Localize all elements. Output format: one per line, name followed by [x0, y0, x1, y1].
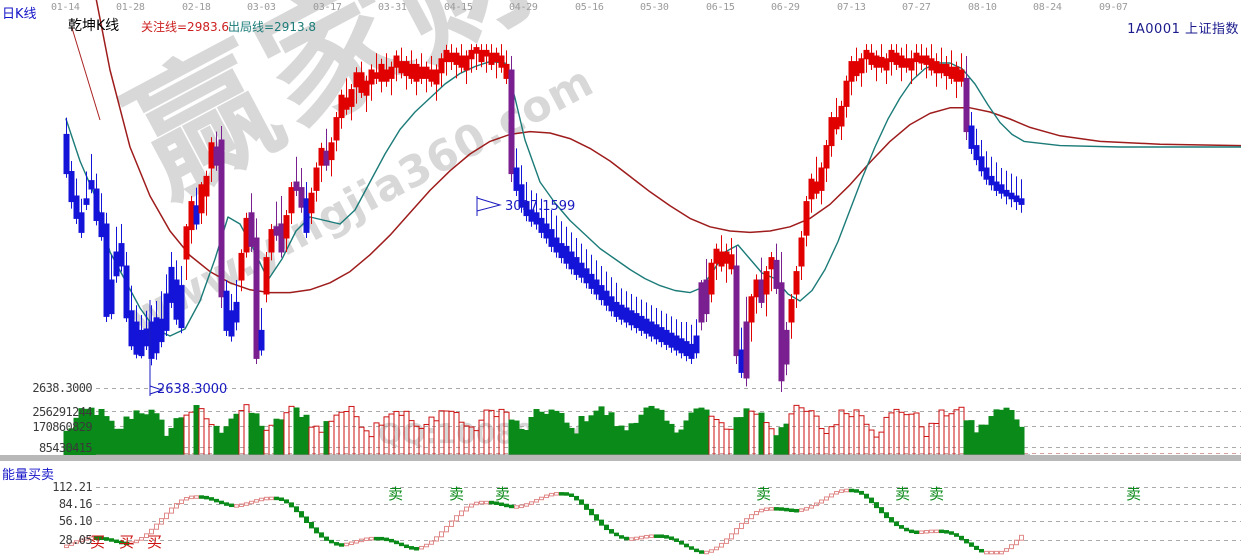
- x-tick-03-17: 03-17: [313, 2, 342, 13]
- low-price-annotation: 2638.3000: [157, 382, 228, 397]
- watermark-brand: 赢家财富网: [90, 0, 826, 355]
- period-label[interactable]: 日K线: [2, 7, 37, 22]
- x-tick-05-30: 05-30: [640, 2, 669, 13]
- x-tick-07-13: 07-13: [837, 2, 866, 13]
- y-tick-label: 2638.3000: [32, 381, 92, 395]
- y-tick-label: 84.16: [58, 497, 93, 511]
- x-tick-04-15: 04-15: [444, 2, 473, 13]
- sell-marker: 卖: [388, 485, 404, 503]
- buy-marker: 买: [147, 533, 163, 551]
- sell-marker: 卖: [449, 485, 465, 503]
- y-tick-label: 28.05: [58, 533, 93, 547]
- x-tick-09-07: 09-07: [1099, 2, 1128, 13]
- x-tick-01-14: 01-14: [51, 2, 80, 13]
- x-tick-01-28: 01-28: [116, 2, 145, 13]
- exit-line-label: 出局线=2913.8: [228, 20, 317, 34]
- y-tick-label: 112.21: [52, 480, 92, 494]
- x-tick-02-18: 02-18: [182, 2, 211, 13]
- y-tick-label: 170860829: [32, 420, 92, 434]
- high-price-annotation: 3097.1599: [505, 199, 576, 214]
- sell-marker: 卖: [895, 485, 911, 503]
- x-tick-05-16: 05-16: [575, 2, 604, 13]
- chart-name-label: 乾坤K线: [68, 18, 120, 34]
- x-tick-06-15: 06-15: [706, 2, 735, 13]
- x-tick-08-10: 08-10: [968, 2, 997, 13]
- symbol-label: 1A0001 上证指数: [1127, 22, 1239, 37]
- sell-marker: 卖: [1126, 485, 1142, 503]
- y-tick-label: 85430415: [39, 441, 93, 455]
- x-tick-04-29: 04-29: [509, 2, 538, 13]
- x-tick-06-29: 06-29: [771, 2, 800, 13]
- x-tick-03-03: 03-03: [247, 2, 276, 13]
- sell-marker: 卖: [495, 485, 511, 503]
- buy-marker: 买: [119, 533, 135, 551]
- sell-marker: 卖: [929, 485, 945, 503]
- panel-separator: [0, 455, 1241, 461]
- x-tick-08-24: 08-24: [1033, 2, 1062, 13]
- x-tick-03-31: 03-31: [378, 2, 407, 13]
- y-tick-label: 56.10: [58, 514, 93, 528]
- buy-marker: 买: [90, 533, 106, 551]
- x-tick-07-27: 07-27: [902, 2, 931, 13]
- watermark-qq: QQ:100800360: [378, 417, 613, 450]
- sell-marker: 卖: [756, 485, 772, 503]
- attention-line-label: 关注线=2983.6: [141, 20, 230, 34]
- y-tick-label: 256291244: [32, 405, 92, 419]
- energy-panel-title: 能量买卖: [2, 468, 55, 483]
